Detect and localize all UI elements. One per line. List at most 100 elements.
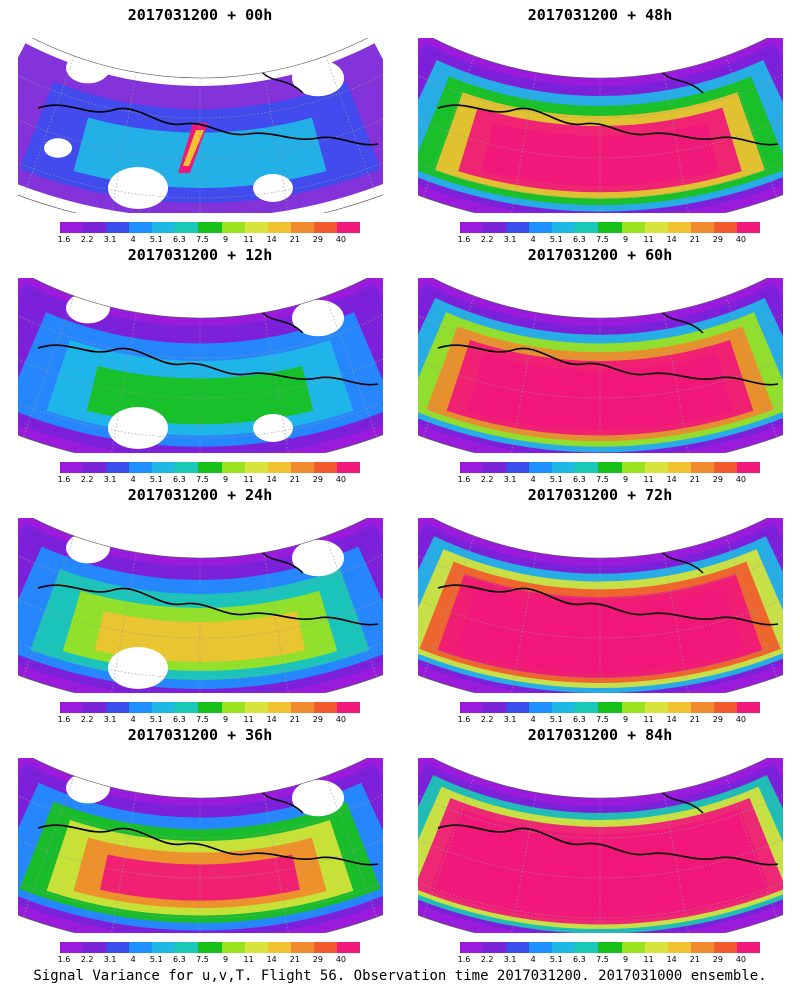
map-panel: 2017031200 + 36h 1.6 2.2 3.1 4 5.1 6.3 7.5 9 11 14… — [0, 720, 400, 964]
colorbar-segment — [175, 702, 199, 713]
colorbar-tick-label: 29 — [712, 235, 723, 244]
colorbar-segment — [460, 702, 484, 713]
colorbar-segment — [506, 702, 530, 713]
colorbar-tick-label: 1.6 — [57, 235, 71, 244]
colorbar-labels: 1.6 2.2 3.1 4 5.1 6.3 7.5 9 11 14 21 29 40 — [57, 235, 360, 245]
colorbar-segment — [460, 942, 484, 953]
colorbar-segment — [83, 222, 107, 233]
panel-title: 2017031200 + 84h — [527, 726, 673, 744]
colorbar-segment — [198, 222, 222, 233]
colorbar-tick-label: 3.1 — [503, 715, 517, 724]
colorbar-segment — [221, 462, 245, 473]
colorbar-tick-label: 14 — [666, 955, 677, 964]
colorbar-segment — [529, 942, 553, 953]
colorbar-tick-label: 21 — [689, 715, 700, 724]
colorbar-tick-label: 14 — [266, 475, 277, 484]
panel-title: 2017031200 + 00h — [127, 6, 273, 24]
colorbar-segment — [106, 942, 130, 953]
colorbar-segment — [598, 702, 622, 713]
colorbar-segment — [221, 222, 245, 233]
colorbar-tick-label: 14 — [666, 715, 677, 724]
colorbar-segment — [290, 222, 314, 233]
colorbar-segment — [621, 222, 645, 233]
colorbar-tick-label: 4 — [130, 715, 136, 724]
colorbar-tick-label: 5.1 — [149, 475, 163, 484]
colorbar-tick-label: 5.1 — [149, 235, 163, 244]
colorbar-labels: 1.6 2.2 3.1 4 5.1 6.3 7.5 9 11 14 21 29 40 — [458, 955, 760, 965]
colorbar-tick-label: 21 — [689, 235, 700, 244]
colorbar — [460, 942, 761, 953]
colorbar-segment — [506, 462, 530, 473]
colorbar-tick-label: 1.6 — [457, 475, 471, 484]
colorbar-tick-label: 29 — [312, 955, 323, 964]
colorbar-tick-label: 9 — [222, 955, 229, 964]
colorbar-tick-label: 4 — [530, 235, 536, 244]
colorbar-tick-label: 29 — [312, 235, 323, 244]
colorbar-segment — [129, 702, 153, 713]
colorbar-segment — [175, 942, 199, 953]
colorbar-segment — [598, 942, 622, 953]
colorbar-segment — [529, 222, 553, 233]
panel-title: 2017031200 + 72h — [527, 486, 673, 504]
colorbar-segment — [244, 942, 268, 953]
colorbar-tick-label: 11 — [643, 955, 654, 964]
colorbar-tick-label: 7.5 — [196, 475, 209, 484]
colorbar-segment — [106, 702, 130, 713]
colorbar-segment — [460, 222, 484, 233]
colorbar-segment — [198, 942, 222, 953]
colorbar-segment — [290, 942, 314, 953]
colorbar-tick-label: 1.6 — [57, 955, 71, 964]
colorbar-segment — [244, 702, 268, 713]
colorbar-tick-label: 5.1 — [149, 715, 163, 724]
colorbar-tick-label: 11 — [243, 475, 254, 484]
colorbar-labels: 1.6 2.2 3.1 4 5.1 6.3 7.5 9 11 14 21 29 40 — [57, 715, 360, 725]
colorbar — [60, 222, 361, 233]
colorbar-tick-label: 9 — [622, 235, 629, 244]
colorbar-segment — [552, 702, 576, 713]
colorbar-tick-label: 40 — [735, 715, 747, 724]
colorbar — [60, 462, 361, 473]
colorbar-tick-label: 6.3 — [573, 475, 586, 484]
colorbar-segment — [667, 702, 691, 713]
colorbar-tick-label: 11 — [243, 955, 254, 964]
map-panel: 2017031200 + 72h 1.6 2.2 3.1 4 5.1 6.3 7.5 9 11 14… — [400, 480, 800, 724]
colorbar-segment — [152, 702, 176, 713]
colorbar-segment — [336, 942, 361, 953]
colorbar-labels: 1.6 2.2 3.1 4 5.1 6.3 7.5 9 11 14 21 29 40 — [57, 955, 360, 965]
variance-map — [418, 518, 783, 693]
colorbar-tick-label: 2.2 — [480, 715, 494, 724]
colorbar-tick-label: 1.6 — [57, 715, 71, 724]
colorbar — [460, 702, 761, 713]
colorbar-tick-label: 6.3 — [173, 235, 186, 244]
colorbar-segment — [106, 222, 130, 233]
colorbar-segment — [313, 222, 337, 233]
colorbar-segment — [575, 702, 599, 713]
colorbar-segment — [83, 462, 107, 473]
colorbar-segment — [483, 942, 507, 953]
colorbar-segment — [713, 222, 737, 233]
panel-title: 2017031200 + 36h — [127, 726, 273, 744]
colorbar-tick-label: 6.3 — [173, 475, 186, 484]
colorbar-segment — [690, 222, 714, 233]
colorbar-segment — [483, 702, 507, 713]
colorbar-segment — [244, 222, 268, 233]
variance-map — [18, 518, 383, 693]
colorbar-segment — [690, 942, 714, 953]
variance-map — [418, 278, 783, 453]
colorbar-tick-label: 1.6 — [457, 235, 471, 244]
colorbar-tick-label: 6.3 — [173, 955, 186, 964]
colorbar-segment — [552, 462, 576, 473]
colorbar-tick-label: 11 — [243, 715, 254, 724]
colorbar-segment — [175, 222, 199, 233]
colorbar-tick-label: 1.6 — [57, 475, 71, 484]
colorbar-tick-label: 6.3 — [573, 235, 586, 244]
colorbar-tick-label: 4 — [530, 475, 536, 484]
colorbar-tick-label: 9 — [622, 715, 629, 724]
map-panel: 2017031200 + 48h 1.6 2.2 3.1 4 5.1 6.3 7.5 9 11 14… — [400, 0, 800, 244]
colorbar-labels: 1.6 2.2 3.1 4 5.1 6.3 7.5 9 11 14 21 29 40 — [457, 475, 760, 485]
colorbar-segment — [198, 462, 222, 473]
colorbar-segment — [483, 222, 507, 233]
colorbar-segment — [336, 462, 361, 473]
colorbar-tick-label: 29 — [712, 715, 723, 724]
colorbar-tick-label: 11 — [643, 715, 654, 724]
